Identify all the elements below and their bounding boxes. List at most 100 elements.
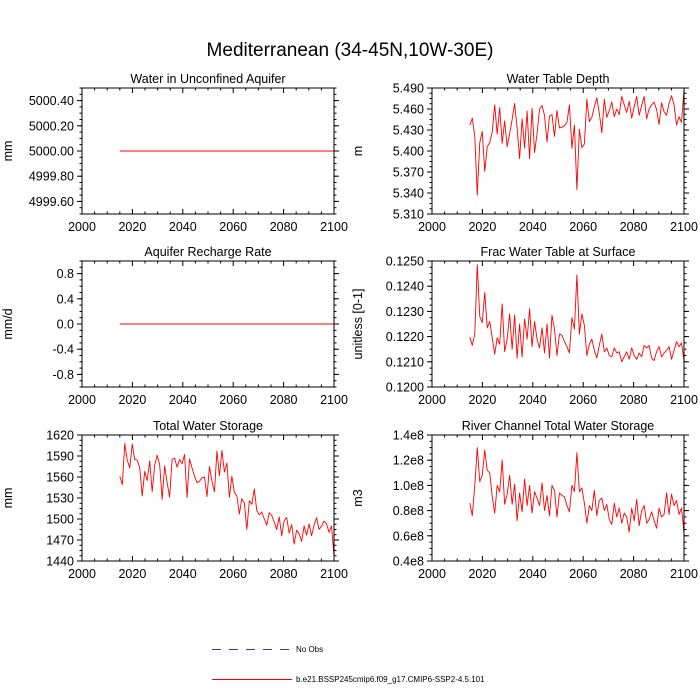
- x-tick-label: 2020: [468, 567, 496, 581]
- y-tick-label: 5.370: [393, 166, 424, 180]
- panel-title: River Channel Total Water Storage: [462, 419, 655, 433]
- y-tick-label: 0.8e8: [393, 504, 424, 518]
- y-tick-label: 0.0: [57, 318, 74, 332]
- x-tick-label: 2000: [418, 567, 446, 581]
- series-line: [119, 442, 335, 557]
- panel-title: Water Table Depth: [507, 72, 610, 86]
- series-line: [469, 90, 685, 196]
- y-tick-label: 0.1210: [386, 355, 424, 369]
- x-tick-label: 2080: [620, 567, 648, 581]
- series-line: [469, 264, 685, 363]
- y-tick-label: 0.4e8: [393, 555, 424, 569]
- y-tick-label: 0.1240: [386, 280, 424, 294]
- y-tick-label: 0.1250: [386, 255, 424, 269]
- x-tick-label: 2080: [620, 393, 648, 407]
- y-tick-label: 5.430: [393, 124, 424, 138]
- x-tick-label: 2040: [169, 393, 197, 407]
- y-tick-label: 4999.60: [29, 195, 74, 209]
- x-tick-label: 2080: [270, 220, 298, 234]
- y-tick-label: -0.4: [52, 343, 74, 357]
- y-tick-label: 5000.40: [29, 94, 74, 108]
- y-tick-label: 0.8: [57, 267, 74, 281]
- x-tick-label: 2100: [670, 393, 698, 407]
- y-tick-label: 5.400: [393, 145, 424, 159]
- y-tick-label: 1530: [46, 492, 74, 506]
- x-tick-label: 2020: [118, 567, 146, 581]
- y-tick-label: 0.4: [57, 292, 74, 306]
- x-tick-label: 2060: [569, 393, 597, 407]
- y-tick-label: 5.340: [393, 187, 424, 201]
- y-tick-label: 1.0e8: [393, 479, 424, 493]
- y-tick-label: 0.1220: [386, 330, 424, 344]
- x-tick-label: 2060: [219, 393, 247, 407]
- panels: Water in Unconfined Aquifer mm 2000 2020 204…: [1, 72, 698, 581]
- x-tick-label: 2040: [169, 567, 197, 581]
- x-tick-label: 2100: [670, 567, 698, 581]
- y-tick-label: 5.490: [393, 82, 424, 96]
- series-line: [469, 447, 685, 534]
- x-tick-label: 2020: [118, 220, 146, 234]
- legend-obs-label: No Obs: [296, 645, 323, 654]
- panel-recharge-rate: Aquifer Recharge Rate mm/d 2000 2020 2040 206…: [1, 245, 348, 407]
- x-tick-label: 2060: [219, 567, 247, 581]
- x-tick-label: 2080: [270, 393, 298, 407]
- x-tick-label: 2000: [418, 393, 446, 407]
- x-tick-label: 2040: [519, 393, 547, 407]
- legend: No Obs b.e21.BSSP245cmip6.f09_g17.CMIP6-…: [212, 645, 485, 684]
- y-tick-label: -0.8: [52, 368, 74, 382]
- y-tick-label: 0.6e8: [393, 529, 424, 543]
- x-tick-label: 2100: [320, 220, 348, 234]
- x-tick-label: 2100: [670, 220, 698, 234]
- y-tick-label: 1500: [46, 513, 74, 527]
- panel-aquifer-water: Water in Unconfined Aquifer mm 2000 2020 204…: [1, 72, 348, 234]
- y-tick-label: 1620: [46, 429, 74, 443]
- panel-water-table-depth: Water Table Depth m 2000 2020 2040 2060 2080 21…: [351, 72, 698, 234]
- x-tick-label: 2000: [418, 220, 446, 234]
- y-tick-label: 5000.20: [29, 119, 74, 133]
- x-tick-label: 2100: [320, 567, 348, 581]
- y-axis-label: unitless [0-1]: [351, 289, 365, 360]
- panel-river-channel-storage: River Channel Total Water Storage m3 2000 2…: [351, 419, 698, 581]
- y-axis-label: mm/d: [1, 308, 15, 339]
- x-tick-label: 2020: [468, 393, 496, 407]
- x-tick-label: 2020: [468, 220, 496, 234]
- y-tick-label: 4999.80: [29, 170, 74, 184]
- x-tick-label: 2080: [270, 567, 298, 581]
- x-tick-label: 2000: [68, 220, 96, 234]
- x-tick-label: 2060: [569, 220, 597, 234]
- panel-title: Water in Unconfined Aquifer: [130, 72, 285, 86]
- x-tick-label: 2000: [68, 393, 96, 407]
- x-tick-label: 2040: [519, 567, 547, 581]
- panel-title: Aquifer Recharge Rate: [144, 245, 271, 259]
- panel-title: Frac Water Table at Surface: [481, 245, 636, 259]
- x-tick-label: 2080: [620, 220, 648, 234]
- x-tick-label: 2060: [219, 220, 247, 234]
- x-tick-label: 2040: [519, 220, 547, 234]
- y-tick-label: 0.1200: [386, 381, 424, 395]
- y-axis-label: m: [351, 146, 365, 156]
- x-tick-label: 2060: [569, 567, 597, 581]
- y-tick-label: 1590: [46, 450, 74, 464]
- y-tick-label: 1.2e8: [393, 454, 424, 468]
- x-tick-label: 2000: [68, 567, 96, 581]
- y-tick-label: 5000.00: [29, 145, 74, 159]
- figure-title: Mediterranean (34-45N,10W-30E): [207, 40, 494, 61]
- y-tick-label: 0.1230: [386, 305, 424, 319]
- panel-title: Total Water Storage: [153, 419, 263, 433]
- panel-frac-water-table: Frac Water Table at Surface unitless [0-1…: [351, 245, 698, 407]
- y-tick-label: 1560: [46, 471, 74, 485]
- y-tick-label: 1470: [46, 534, 74, 548]
- y-tick-label: 1440: [46, 555, 74, 569]
- y-axis-label: mm: [1, 488, 15, 509]
- y-tick-label: 5.460: [393, 103, 424, 117]
- y-tick-label: 5.310: [393, 208, 424, 222]
- legend-model-label: b.e21.BSSP245cmip6.f09_g17.CMIP6-SSP2-4.…: [296, 675, 485, 684]
- x-tick-label: 2020: [118, 393, 146, 407]
- y-axis-label: mm: [1, 141, 15, 162]
- y-axis-label: m3: [351, 489, 365, 506]
- y-tick-label: 1.4e8: [393, 429, 424, 443]
- x-tick-label: 2100: [320, 393, 348, 407]
- x-tick-label: 2040: [169, 220, 197, 234]
